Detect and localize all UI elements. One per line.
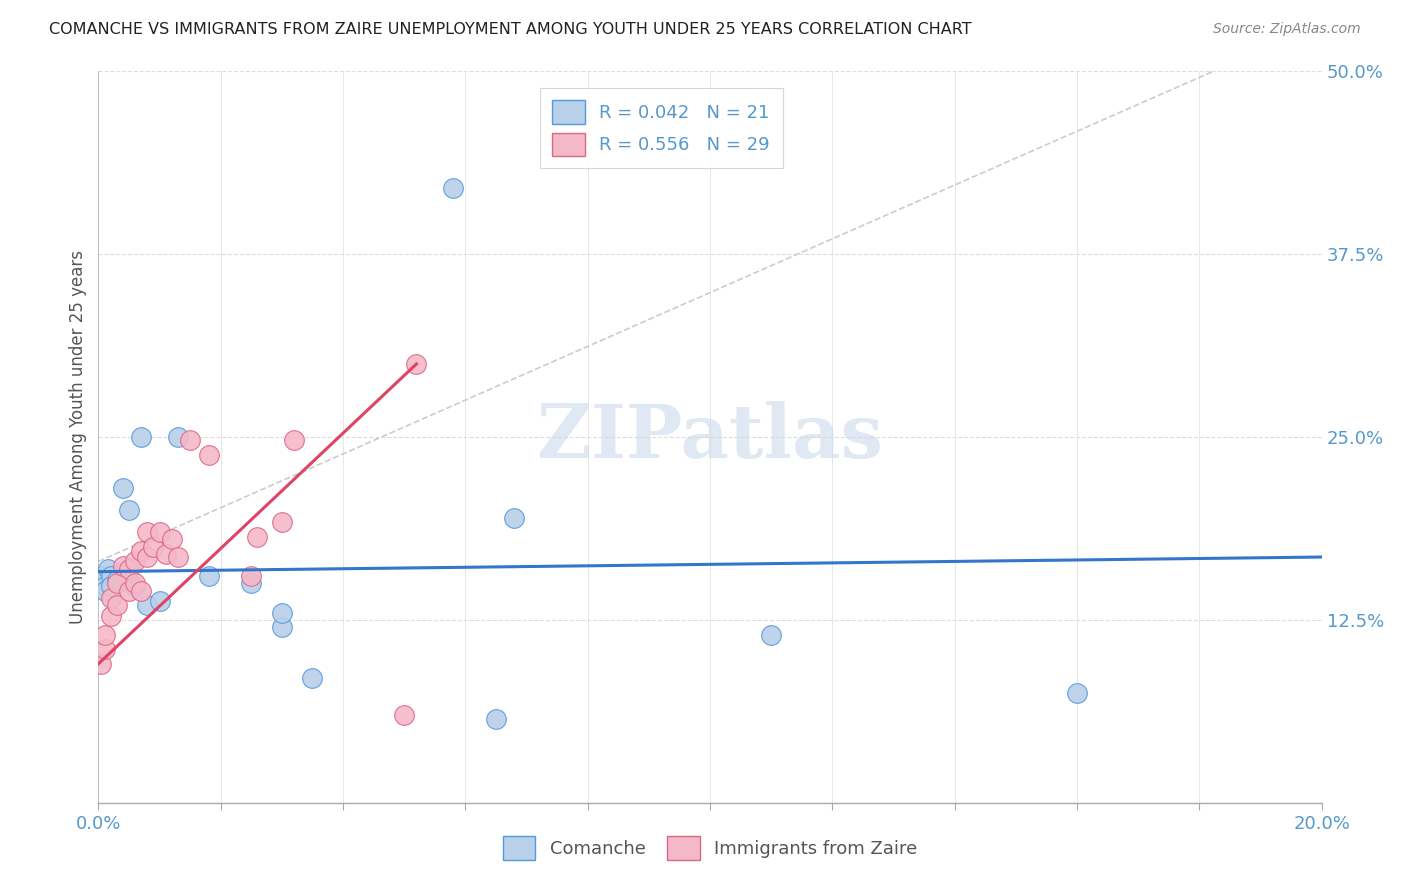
Point <box>136 525 159 540</box>
Point <box>503 510 526 524</box>
Point <box>197 448 219 462</box>
Point <box>301 672 323 686</box>
Point <box>93 642 115 657</box>
Point <box>240 569 263 583</box>
Point <box>111 558 134 573</box>
Point <box>118 562 141 576</box>
Text: ZIPatlas: ZIPatlas <box>537 401 883 474</box>
Point <box>118 503 141 517</box>
Point <box>283 433 305 447</box>
Point <box>105 574 128 588</box>
Point <box>759 627 782 641</box>
Point <box>270 515 292 529</box>
Point <box>124 579 146 593</box>
Point <box>149 525 172 540</box>
Point <box>105 599 128 613</box>
Point <box>155 547 177 561</box>
Text: Source: ZipAtlas.com: Source: ZipAtlas.com <box>1213 22 1361 37</box>
Point <box>93 627 115 641</box>
Point <box>160 533 183 547</box>
Point <box>118 583 141 598</box>
Text: COMANCHE VS IMMIGRANTS FROM ZAIRE UNEMPLOYMENT AMONG YOUTH UNDER 25 YEARS CORREL: COMANCHE VS IMMIGRANTS FROM ZAIRE UNEMPL… <box>49 22 972 37</box>
Point <box>136 599 159 613</box>
Point <box>129 544 152 558</box>
Point <box>1066 686 1088 700</box>
Point <box>142 540 165 554</box>
Point <box>90 657 112 671</box>
Point <box>93 579 115 593</box>
Point <box>97 562 120 576</box>
Point <box>246 530 269 544</box>
Point <box>129 430 152 444</box>
Point <box>136 549 159 564</box>
Point <box>93 583 115 598</box>
Point <box>105 576 128 591</box>
Point <box>240 576 263 591</box>
Point <box>441 181 464 195</box>
Y-axis label: Unemployment Among Youth under 25 years: Unemployment Among Youth under 25 years <box>69 250 87 624</box>
Point <box>149 594 172 608</box>
Point <box>100 569 122 583</box>
Point <box>124 554 146 568</box>
Point <box>270 620 292 634</box>
Legend: Comanche, Immigrants from Zaire: Comanche, Immigrants from Zaire <box>495 830 925 867</box>
Point <box>100 591 122 605</box>
Point <box>167 430 190 444</box>
Point <box>100 608 122 623</box>
Point <box>124 576 146 591</box>
Point <box>100 579 122 593</box>
Point <box>90 569 112 583</box>
Point <box>197 569 219 583</box>
Point <box>270 606 292 620</box>
Point <box>111 481 134 495</box>
Point <box>405 357 427 371</box>
Point <box>392 708 416 723</box>
Point <box>179 433 201 447</box>
Point <box>129 583 152 598</box>
Point <box>167 549 190 564</box>
Point <box>485 713 508 727</box>
